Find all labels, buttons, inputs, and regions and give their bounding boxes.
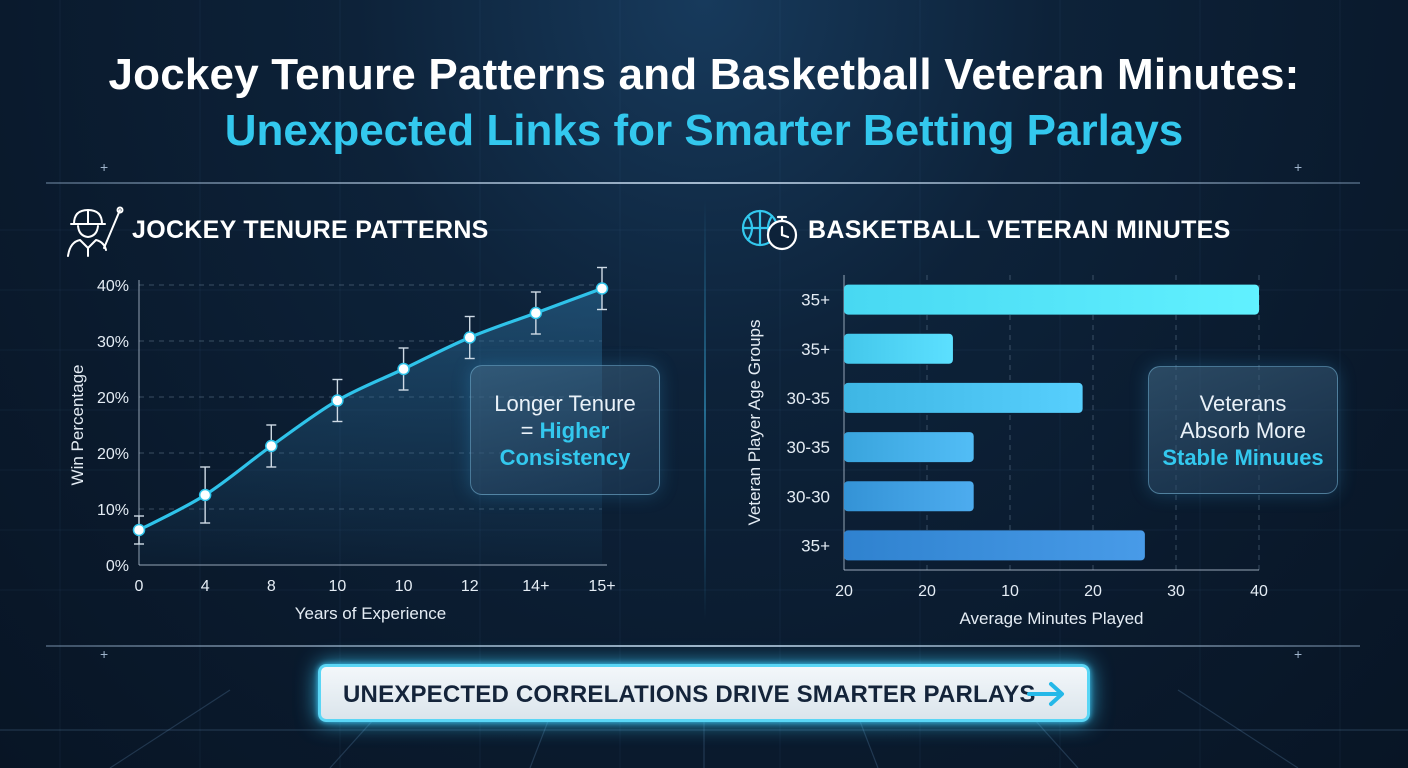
bar	[844, 530, 1145, 561]
data-point	[331, 394, 344, 407]
callout-line-3: Stable Minuues	[1162, 444, 1324, 470]
cta-banner[interactable]: UNEXPECTED CORRELATIONS DRIVE SMARTER PA…	[318, 664, 1090, 722]
category-label: 35+	[801, 340, 830, 359]
category-label: 30-30	[787, 487, 830, 506]
category-label: 35+	[801, 536, 830, 555]
x-tick-label: 10	[329, 578, 347, 595]
x-tick-label: 14+	[522, 578, 549, 595]
x-tick-label: 20	[1084, 583, 1102, 600]
data-point	[595, 282, 609, 295]
bar	[844, 284, 1259, 315]
jockey-icon	[67, 206, 124, 257]
x-tick-label: 20	[918, 583, 936, 600]
y-tick-label: 30%	[97, 334, 129, 351]
veterans-callout: Veterans Absorb More Stable Minuues	[1148, 366, 1338, 494]
series-line	[138, 286, 603, 532]
callout-equals: =	[520, 417, 540, 443]
y-tick-label: 20%	[97, 390, 129, 407]
title-line-2: Unexpected Links for Smarter Betting Par…	[224, 106, 1184, 155]
x-tick-label: 12	[461, 578, 479, 595]
right-panel-title: BASKETBALL VETERAN MINUTES	[808, 216, 1231, 244]
bar	[844, 481, 974, 512]
y-axis-label: Veteran Player Age Groups	[745, 319, 764, 525]
plus-mark: +	[100, 159, 109, 175]
callout-line-2: = Higher	[471, 417, 659, 444]
title-line-1: Jockey Tenure Patterns and Basketball Ve…	[108, 50, 1300, 99]
callout-line-3: Consistency	[499, 444, 631, 470]
plus-mark: +	[100, 646, 109, 662]
series-area	[139, 288, 602, 565]
bar	[844, 382, 1083, 413]
x-tick-label: 20	[835, 583, 853, 600]
tenure-callout: Longer Tenure = Higher Consistency	[470, 365, 660, 495]
plus-mark: +	[1294, 646, 1303, 662]
tenure-line-chart: 0% 10% 20% 20% 30% 40% 0 4 8 10 10 12 14+ 15+ Years of…	[68, 266, 616, 623]
arrow-right-icon	[1027, 682, 1064, 706]
callout-highlight: Higher	[539, 417, 610, 443]
x-tick-label: 40	[1250, 583, 1268, 600]
callout-line-2: Absorb More	[1180, 417, 1306, 443]
left-panel-title: JOCKEY TENURE PATTERNS	[132, 216, 489, 244]
data-point	[463, 331, 476, 344]
x-tick-label: 8	[267, 578, 276, 595]
cta-label: UNEXPECTED CORRELATIONS DRIVE SMARTER PA…	[343, 681, 1036, 708]
x-axis-label: Years of Experience	[295, 604, 447, 623]
data-point	[132, 523, 146, 537]
callout-line-1: Veterans	[1199, 390, 1287, 416]
data-point	[397, 362, 410, 376]
data-point	[265, 439, 278, 453]
bottom-divider	[46, 645, 1360, 647]
basketball-stopwatch-icon	[741, 209, 798, 251]
bar	[844, 432, 974, 463]
panel-divider	[704, 200, 706, 620]
x-tick-label: 15+	[588, 578, 615, 595]
y-axis-label: Win Percentage	[68, 365, 87, 486]
x-tick-label: 30	[1167, 583, 1185, 600]
x-tick-label: 0	[135, 578, 144, 595]
x-tick-label: 10	[395, 578, 413, 595]
category-label: 35+	[801, 291, 830, 310]
data-point	[198, 488, 212, 502]
category-label: 30-35	[787, 389, 830, 408]
category-label: 30-35	[787, 438, 830, 457]
x-axis-label: Average Minutes Played	[960, 609, 1144, 628]
y-tick-label: 20%	[97, 446, 129, 463]
bar	[844, 333, 953, 364]
y-tick-label: 0%	[106, 558, 129, 575]
top-divider	[46, 182, 1360, 184]
x-tick-label: 4	[201, 578, 210, 595]
y-tick-label: 10%	[97, 502, 129, 519]
callout-line-1: Longer Tenure	[494, 390, 636, 416]
veteran-minutes-bar-chart: 35+ 35+ 30-35 30-35 30-30 35+ 20 20 10 20 30 40 Aver…	[745, 275, 1268, 628]
plus-mark: +	[1294, 159, 1303, 175]
y-tick-label: 40%	[97, 278, 129, 295]
data-point	[529, 306, 543, 320]
x-tick-label: 10	[1001, 583, 1019, 600]
